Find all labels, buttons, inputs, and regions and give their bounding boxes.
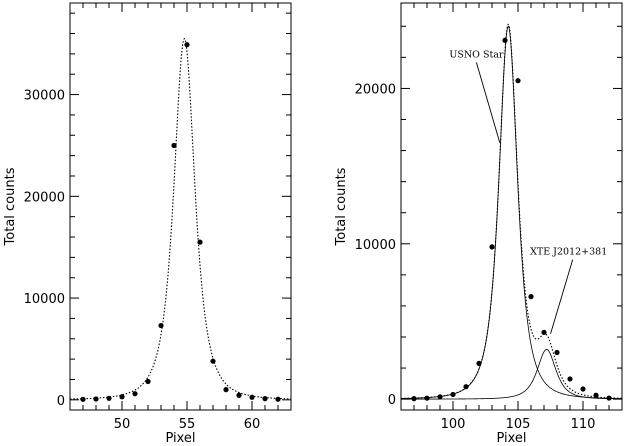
- data-point: [275, 396, 281, 402]
- data-point: [106, 395, 112, 401]
- data-point: [132, 391, 138, 397]
- model-curve-dotted: [400, 23, 623, 399]
- y-tick-label: 20000: [355, 82, 396, 97]
- data-point: [567, 376, 573, 382]
- annotation-pointer: [550, 259, 574, 335]
- data-point: [554, 349, 560, 356]
- data-point: [528, 293, 534, 300]
- data-point: [489, 244, 495, 250]
- data-point: [502, 37, 508, 43]
- data-point: [541, 329, 547, 335]
- data-point: [463, 384, 469, 390]
- data-point: [184, 42, 190, 48]
- model-curve-dotted: [69, 37, 292, 400]
- data-point: [223, 387, 229, 393]
- plot-frame: [69, 2, 292, 411]
- x-tick-label: 50: [114, 417, 131, 432]
- data-point: [158, 322, 164, 329]
- x-tick-label: 105: [506, 417, 531, 432]
- data-point: [580, 386, 586, 392]
- data-point: [593, 392, 599, 398]
- data-point: [515, 78, 521, 84]
- data-point: [80, 396, 86, 402]
- model-curve-solid: [401, 349, 622, 400]
- plot-frame: [400, 2, 623, 411]
- data-point: [424, 395, 430, 401]
- data-point: [197, 239, 203, 245]
- data-point: [411, 396, 417, 402]
- x-axis-label: Pixel: [165, 431, 195, 446]
- y-tick-label: 10000: [24, 292, 65, 307]
- right-panel: 100 105 110 0 10000 20000 Pixel Total counts USN…: [334, 2, 623, 446]
- data-point: [476, 360, 482, 366]
- data-point: [210, 358, 216, 364]
- y-axis-label: Total counts: [3, 167, 18, 246]
- y-tick-label: 20000: [24, 190, 65, 205]
- data-point: [119, 394, 125, 400]
- data-point: [437, 394, 443, 400]
- data-point: [262, 396, 268, 402]
- data-point: [171, 142, 177, 149]
- data-point: [606, 395, 612, 401]
- data-point: [145, 378, 151, 385]
- y-tick-label: 0: [388, 393, 396, 408]
- y-tick-label: 30000: [24, 89, 65, 104]
- annotation-label: XTE J2012+381: [530, 247, 607, 258]
- data-point: [236, 392, 242, 398]
- model-curve-solid: [400, 25, 623, 399]
- x-axis-label: Pixel: [496, 431, 526, 446]
- y-tick-label: 10000: [355, 238, 396, 253]
- x-tick-label: 110: [571, 417, 596, 432]
- y-tick-label: 0: [57, 394, 65, 409]
- annotation-label: USNO Star: [449, 49, 504, 60]
- data-point: [249, 394, 255, 400]
- x-tick-label: 55: [179, 417, 196, 432]
- x-tick-label: 60: [244, 417, 261, 432]
- y-axis-label: Total counts: [334, 167, 349, 246]
- data-point: [93, 396, 99, 402]
- annotation-pointer: [475, 62, 501, 143]
- data-point: [450, 391, 456, 398]
- left-panel: 50 55 60 0 10000 20000 30000 Pixel Total counts: [3, 2, 292, 446]
- x-tick-label: 100: [441, 417, 466, 432]
